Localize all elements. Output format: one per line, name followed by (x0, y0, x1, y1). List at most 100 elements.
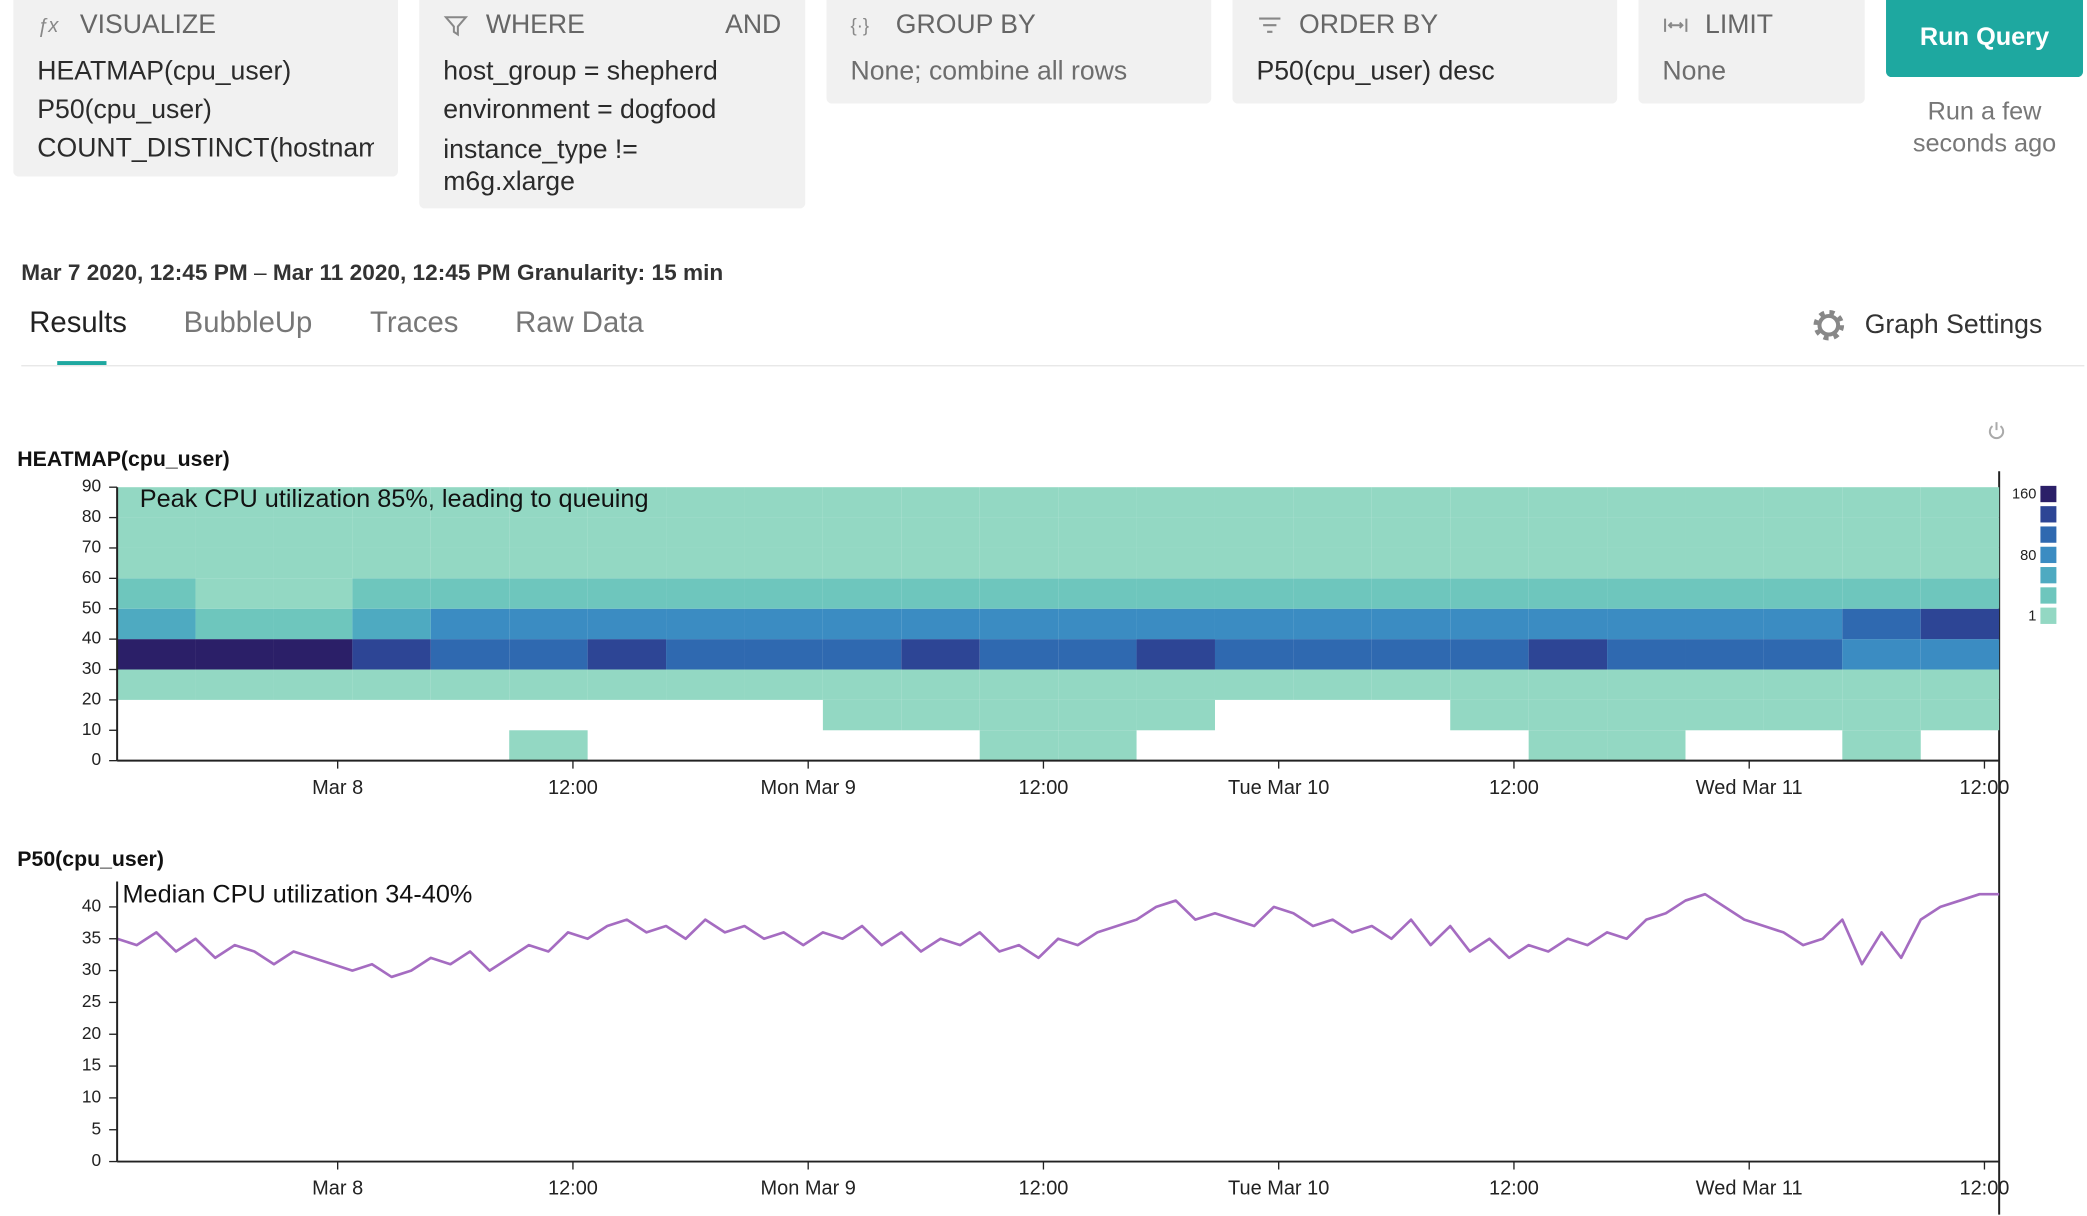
heatmap-cell (822, 578, 902, 609)
heatmap-cell (1607, 669, 1686, 700)
heatmap-cell (1293, 547, 1372, 579)
heatmap-cell (1920, 547, 2000, 579)
heatmap-cell (979, 517, 1059, 548)
x-tick-label: Mar 8 (312, 1178, 363, 1200)
heatmap-cell (587, 669, 667, 700)
group-by-panel[interactable]: {·} GROUP BY None; combine all rows (826, 0, 1212, 104)
heatmap-cell (822, 487, 902, 518)
y-tick-label: 40 (82, 628, 101, 648)
panel-title: LIMIT (1705, 10, 1774, 40)
tab[interactable]: Results (29, 305, 127, 339)
heatmap-cell (352, 639, 431, 670)
heatmap-cell (273, 547, 353, 579)
heatmap-cell (1607, 547, 1686, 579)
x-tick-label: Mon Mar 9 (761, 777, 856, 799)
x-tick-label: Tue Mar 10 (1228, 1178, 1329, 1200)
heatmap-cell (1920, 608, 2000, 640)
heatmap-cell (1293, 517, 1372, 548)
heatmap-cell (1136, 608, 1215, 640)
legend-swatch (2040, 607, 2057, 624)
visualize-panel[interactable]: ƒx VISUALIZE HEATMAP(cpu_user) P50(cpu_us… (13, 0, 398, 177)
heatmap-cell (1763, 578, 1843, 609)
heatmap-cell (1214, 578, 1294, 609)
heatmap-cell (901, 639, 980, 670)
range-start: Mar 7 2020, 12:45 PM (21, 260, 248, 286)
heatmap-cell (744, 487, 823, 518)
heatmap-cell (822, 699, 902, 731)
heatmap-cell (1450, 669, 1529, 700)
limit-panel[interactable]: LIMIT None (1638, 0, 1865, 104)
y-tick-label: 15 (82, 1055, 101, 1075)
heatmap-cell (352, 517, 431, 548)
query-item: HEATMAP(cpu_user) (37, 57, 292, 87)
heatmap-cell (117, 608, 196, 640)
tab[interactable]: BubbleUp (183, 305, 313, 339)
query-item: P50(cpu_user) (37, 95, 212, 125)
heatmap-cell (587, 517, 667, 548)
query-item: host_group = shepherd (443, 57, 718, 87)
heatmap-cell (1920, 669, 2000, 700)
heatmap-cell (1371, 547, 1451, 579)
graph-settings[interactable]: Graph Settings (1810, 307, 2042, 344)
heatmap-cell (901, 547, 980, 579)
heatmap-cell (1214, 487, 1294, 518)
heatmap-cell (273, 608, 353, 640)
heatmap-cell (195, 487, 274, 518)
svg-text:ƒx: ƒx (37, 15, 59, 37)
x-tick-label: Wed Mar 11 (1696, 777, 1803, 799)
chart-title: P50(cpu_user) (17, 847, 164, 871)
x-tick-label: 12:00 (1959, 1178, 2009, 1200)
heatmap-cell (1058, 730, 1137, 761)
run-query-button[interactable]: Run Query (1886, 0, 2084, 77)
heatmap-cell (1136, 487, 1215, 518)
heatmap-cell (1214, 608, 1294, 640)
heatmap-cell (1685, 639, 1764, 670)
heatmap-cell (195, 639, 274, 670)
heatmap-cell (1607, 730, 1686, 761)
legend-swatch (2040, 587, 2057, 604)
heatmap-cell (1842, 578, 1921, 609)
heatmap-cell (1842, 487, 1921, 518)
tab[interactable]: Traces (370, 305, 459, 339)
heatmap-cell (744, 608, 823, 640)
range-end: Mar 11 2020, 12:45 PM (272, 260, 511, 286)
heatmap-cell (1371, 669, 1451, 700)
heatmap-cell (273, 487, 353, 518)
heatmap-cell (352, 487, 431, 518)
heatmap-cell (979, 608, 1059, 640)
y-tick-label: 30 (82, 959, 101, 979)
heatmap-cell (1763, 517, 1843, 548)
heatmap-cell (430, 639, 510, 670)
where-panel[interactable]: WHERE AND host_group = shepherd environme… (419, 0, 806, 209)
heatmap-cell (1058, 699, 1137, 731)
tab[interactable]: Raw Data (515, 305, 644, 339)
heatmap-cell (195, 547, 274, 579)
heatmap-cell (587, 487, 667, 518)
x-tick-label: 12:00 (1489, 1178, 1539, 1200)
heatmap-cell (587, 608, 667, 640)
heatmap-cell (666, 487, 745, 518)
heatmap-cell (666, 517, 745, 548)
active-tab-indicator (57, 361, 107, 366)
panel-title: VISUALIZE (79, 10, 216, 40)
heatmap-cell (1842, 669, 1921, 700)
legend-tick-label: 80 (2020, 548, 2036, 564)
heatmap-cell (352, 578, 431, 609)
query-item: COUNT_DISTINCT(hostname) (37, 134, 375, 164)
heatmap-cell (1842, 608, 1921, 640)
x-tick-label: 12:00 (1959, 777, 2009, 799)
order-by-panel[interactable]: ORDER BY P50(cpu_user) desc (1232, 0, 1618, 104)
heatmap-cell (1685, 547, 1764, 579)
heatmap-cell (1528, 669, 1608, 700)
heatmap-cell (1371, 487, 1451, 518)
heatmap-cell (1058, 639, 1137, 670)
heatmap-cell (901, 487, 980, 518)
heatmap-cell (195, 517, 274, 548)
heatmap-cell (1528, 578, 1608, 609)
heatmap-cell (744, 639, 823, 670)
heatmap-cell (1685, 608, 1764, 640)
heatmap-cell (273, 639, 353, 670)
heatmap-cell (666, 547, 745, 579)
